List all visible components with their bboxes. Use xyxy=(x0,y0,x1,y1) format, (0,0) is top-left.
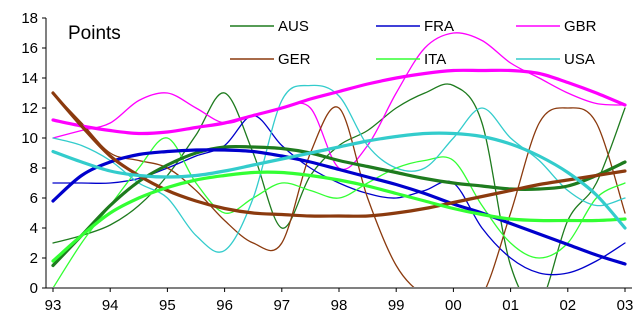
x-tick-label: 01 xyxy=(502,297,519,314)
legend-label-fra: FRA xyxy=(424,18,454,35)
x-tick-label: 99 xyxy=(388,297,405,314)
y-tick-label: 10 xyxy=(21,130,38,147)
series-line-gbr-trend xyxy=(51,68,627,136)
legend-label-ger: GER xyxy=(278,51,311,68)
y-tick-label: 14 xyxy=(21,70,38,87)
series-line-fra xyxy=(52,114,626,276)
x-tick-label: 02 xyxy=(559,297,576,314)
legend-label-usa: USA xyxy=(564,51,595,68)
y-tick-label: 4 xyxy=(30,220,38,237)
x-tick-label: 98 xyxy=(331,297,348,314)
series-line-ger xyxy=(52,92,626,287)
x-tick-label: 95 xyxy=(159,297,176,314)
y-tick-label: 8 xyxy=(30,160,38,177)
series-line-gbr xyxy=(52,32,626,170)
legend-label-ita: ITA xyxy=(424,51,446,68)
series-line-ger-trend xyxy=(51,91,627,218)
chart-title: Points xyxy=(68,23,121,44)
x-tick-label: 96 xyxy=(216,297,233,314)
legend-label-aus: AUS xyxy=(278,18,309,35)
y-tick-label: 18 xyxy=(21,10,38,27)
y-tick-label: 6 xyxy=(30,190,38,207)
x-tick-label: 94 xyxy=(102,297,119,314)
series-line-fra-trend xyxy=(51,148,627,266)
x-tick-label: 03 xyxy=(617,297,634,314)
series-line-ita-trend xyxy=(51,170,627,263)
series-line-usa-trend xyxy=(51,131,627,230)
y-tick-label: 12 xyxy=(21,100,38,117)
series-line-ita xyxy=(52,137,626,287)
series-line-aus xyxy=(52,83,626,287)
legend: AUS FRA GBR GER ITA USA xyxy=(230,18,597,68)
x-tick-label: 97 xyxy=(273,297,290,314)
y-axis-ticks: 0 2 4 6 8 10 12 14 16 18 xyxy=(21,10,46,297)
series-layer xyxy=(51,32,627,287)
x-tick-label: 93 xyxy=(45,297,62,314)
y-tick-label: 2 xyxy=(30,250,38,267)
x-tick-label: 00 xyxy=(445,297,462,314)
y-tick-label: 16 xyxy=(21,40,38,57)
y-tick-label: 0 xyxy=(30,280,38,297)
x-axis-ticks: 93 94 95 96 97 98 99 00 01 02 03 xyxy=(45,288,634,314)
legend-label-gbr: GBR xyxy=(564,18,597,35)
